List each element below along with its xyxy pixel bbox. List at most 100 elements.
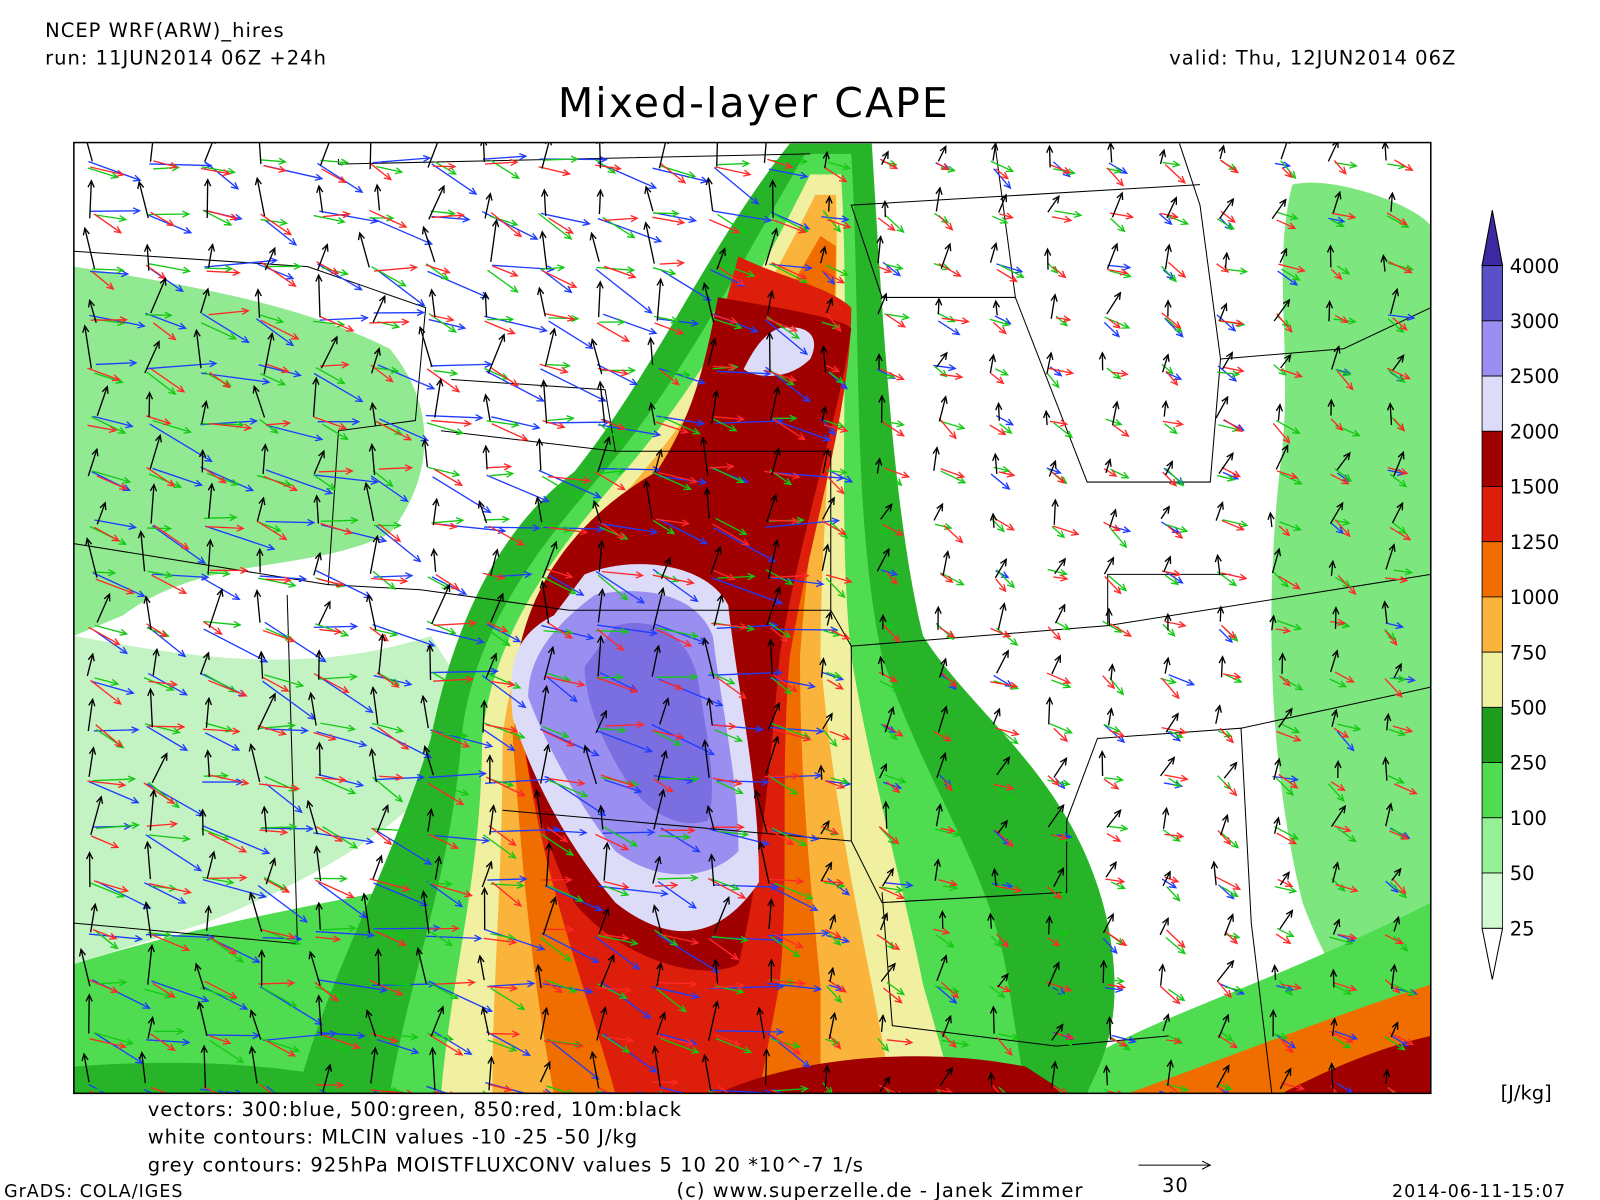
wind-vector-head [169, 820, 179, 828]
wind-vector [940, 373, 963, 378]
wind-vector-head [447, 209, 457, 217]
wind-vector-head [147, 1015, 155, 1025]
wind-vector-head [620, 843, 630, 851]
wind-vector-head [988, 353, 997, 363]
wind-vector-head [1405, 1038, 1415, 1046]
wind-vector-head [823, 447, 831, 457]
site-credit: (c) www.superzelle.de - Janek Zimmer [676, 1179, 1083, 1200]
wind-vector [307, 801, 319, 835]
wind-vector [822, 1082, 833, 1094]
wind-vector-head [1179, 525, 1189, 533]
wind-vector-head [1284, 987, 1293, 997]
wind-vector [153, 160, 177, 168]
wind-vector [484, 394, 491, 421]
wind-vector-head [644, 306, 653, 314]
wind-vector [596, 677, 638, 693]
wind-vector [543, 647, 554, 681]
wind-vector-head [365, 1009, 373, 1018]
wind-vector [595, 730, 652, 753]
wind-vector-head [951, 990, 960, 999]
wind-vector [1107, 264, 1130, 269]
wind-vector [1047, 568, 1067, 575]
wind-vector-head [125, 421, 134, 429]
wind-vector [1329, 678, 1346, 688]
wind-vector [654, 623, 706, 644]
wind-vector-head [1391, 287, 1400, 297]
wind-vector-head [691, 775, 700, 783]
wind-vector [885, 263, 903, 270]
wind-vector [150, 211, 174, 227]
wind-vector-head [837, 590, 846, 599]
wind-vector-head [537, 286, 545, 296]
wind-vector-head [585, 341, 594, 350]
wind-vector-head [822, 434, 832, 442]
wind-vector-head [512, 635, 522, 643]
wind-vector [256, 318, 294, 346]
wind-vector-head [1402, 372, 1411, 380]
wind-vector-head [1116, 178, 1125, 187]
wind-vector-head [1064, 430, 1074, 439]
wind-vector [770, 263, 807, 283]
wind-vector-head [736, 982, 746, 990]
wind-vector [145, 933, 214, 939]
wind-vector [1393, 569, 1412, 574]
wind-vector-head [1006, 523, 1016, 531]
wind-vector-head [799, 171, 809, 180]
wind-vector [884, 313, 909, 319]
wind-vector-head [817, 764, 825, 773]
wind-vector [1385, 622, 1403, 628]
wind-vector [422, 891, 430, 934]
wind-vector-head [1389, 637, 1398, 646]
wind-vector [1273, 817, 1280, 834]
wind-vector-head [507, 933, 516, 941]
wind-vector-head [450, 842, 459, 849]
wind-vector [878, 266, 892, 273]
wind-vector [772, 628, 838, 631]
wind-vector-head [232, 268, 241, 277]
wind-vector-head [880, 292, 888, 302]
wind-vector-head [736, 415, 746, 423]
wind-vector [206, 472, 238, 486]
wind-vector-head [636, 721, 646, 729]
wind-vector [377, 726, 409, 750]
wind-vector-head [149, 483, 158, 492]
wind-vector [593, 501, 602, 524]
wind-vector [657, 1035, 694, 1045]
wind-vector-head [336, 320, 346, 328]
wind-vector [1051, 679, 1071, 688]
wind-vector-head [946, 940, 955, 948]
wind-vector-head [1044, 247, 1052, 256]
wind-vector-head [374, 183, 382, 193]
wind-vector-head [1057, 866, 1065, 876]
wind-vector [712, 724, 736, 728]
wind-vector [1164, 423, 1178, 434]
wind-vector [483, 937, 516, 944]
wind-vector-head [110, 986, 120, 994]
wind-vector-head [110, 841, 120, 849]
wind-vector-head [653, 235, 663, 243]
wind-vector [376, 805, 389, 833]
wind-vector [200, 167, 230, 175]
wind-vector [1279, 872, 1290, 886]
wind-vector-head [774, 669, 784, 677]
wind-vector-head [508, 1044, 518, 1052]
wind-vector-head [989, 512, 998, 522]
wind-vector [1332, 970, 1335, 988]
wind-vector-head [802, 1060, 811, 1068]
wind-vector [478, 501, 488, 524]
wind-vector [1047, 884, 1066, 895]
wind-vector-head [285, 338, 295, 347]
wind-vector [422, 696, 429, 729]
wind-vector-head [1058, 557, 1067, 567]
wind-vector [595, 471, 626, 491]
wind-vector [824, 152, 828, 169]
wind-vector-head [401, 318, 410, 326]
wind-vector-head [261, 847, 271, 855]
wind-vector-head [517, 789, 527, 797]
wind-vector-head [1178, 620, 1187, 629]
wind-vector [92, 470, 131, 483]
wind-vector-head [430, 547, 438, 557]
wind-vector [1329, 502, 1344, 525]
wind-vector-head [670, 1078, 680, 1087]
wind-vector [596, 363, 638, 386]
